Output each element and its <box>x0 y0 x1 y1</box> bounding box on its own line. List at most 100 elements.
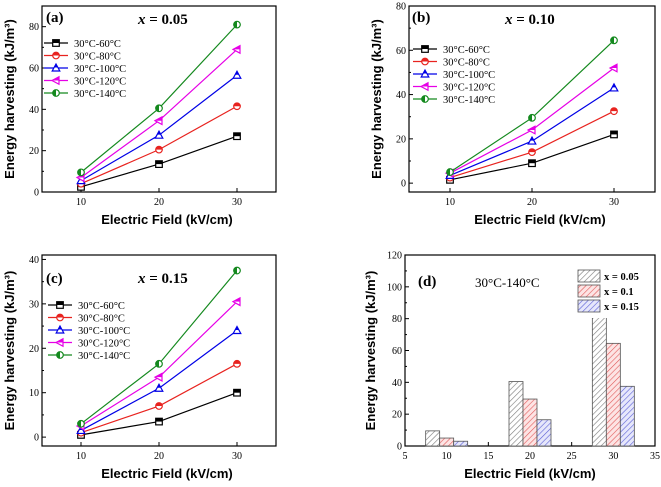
legend-marker-fill <box>52 89 56 97</box>
legend-label: 30°C-120°C <box>74 76 126 87</box>
data-point <box>154 129 164 139</box>
data-point-fill <box>233 45 240 50</box>
legend-marker-fill <box>56 314 64 318</box>
legend-marker-fill <box>56 351 60 359</box>
x-tick-label: 35 <box>650 451 660 462</box>
data-point-fill <box>233 297 240 302</box>
legend-marker <box>419 81 429 92</box>
bar <box>439 437 455 447</box>
legend-swatch <box>577 284 601 298</box>
legend-marker <box>421 57 429 66</box>
data-point-outline <box>154 382 164 392</box>
legend-marker <box>50 75 60 86</box>
legend-marker-fill <box>54 64 58 68</box>
data-point-fill <box>235 326 239 331</box>
panel-d: 5 10 15 20 25 30 35 0 20 40 60 80 100 120 Electric Fie… <box>363 251 660 482</box>
y-tick-label: 100 <box>387 282 402 293</box>
legend-marker-fill <box>52 76 59 81</box>
panel-title: x = 0.05 <box>137 12 188 28</box>
legend-marker-fill <box>52 39 60 43</box>
data-point-fill <box>155 402 163 407</box>
x-axis-title: Electric Field (kV/cm) <box>474 212 606 227</box>
y-axis-title: Energy harvesting (kJ/m³) <box>363 271 378 431</box>
data-point <box>77 419 85 428</box>
x-tick-label: 10 <box>76 197 86 208</box>
legend-marker <box>54 337 64 348</box>
data-point <box>233 388 241 397</box>
legend-marker <box>421 95 429 103</box>
legend-label: 30°C-80°C <box>74 51 121 62</box>
legend-marker <box>52 51 60 60</box>
panel-title: x = 0.15 <box>137 271 188 287</box>
data-point <box>232 69 242 79</box>
legend-label-value: = 0.1 <box>609 287 633 298</box>
x-tick-label: 25 <box>567 451 577 462</box>
bar <box>605 342 621 447</box>
legend-label: 30°C-80°C <box>443 57 490 68</box>
y-tick-label: 80 <box>392 314 402 325</box>
data-point <box>155 402 163 410</box>
data-point-fill <box>155 116 162 121</box>
y-axis-title: Energy harvesting (kJ/m³) <box>369 19 384 179</box>
y-tick-label: 10 <box>29 388 39 399</box>
data-point-fill <box>610 107 618 112</box>
data-point <box>155 417 163 426</box>
data-point-fill <box>155 146 163 150</box>
data-point <box>527 135 537 145</box>
legend-label: 30°C-80°C <box>78 313 125 324</box>
y-tick-label: 40 <box>29 105 39 116</box>
legend-marker <box>56 351 64 359</box>
bar <box>425 430 441 447</box>
panel-title-value: = 0.15 <box>146 271 188 287</box>
legend-label-value: = 0.15 <box>609 302 639 313</box>
data-point-fill <box>233 267 237 274</box>
y-tick-label: 0 <box>397 442 402 453</box>
legend-label: 30°C-60°C <box>78 301 125 312</box>
data-point <box>610 107 618 116</box>
y-tick-label: 20 <box>29 344 39 355</box>
y-tick-label: 120 <box>387 251 402 262</box>
legend-label: x = 0.15 <box>604 302 639 313</box>
legend-marker <box>52 89 60 97</box>
legend-marker <box>51 62 61 72</box>
panel-title-var: x <box>504 12 513 28</box>
legend-label: 30°C-100°C <box>443 70 495 81</box>
legend-label: 30°C-140°C <box>443 95 495 106</box>
y-tick-label: 80 <box>29 22 39 33</box>
bar <box>536 419 552 447</box>
y-tick-label: 40 <box>396 90 406 101</box>
legend-marker-fill <box>58 326 62 330</box>
legend-swatch <box>577 269 601 283</box>
data-point-fill <box>528 159 536 164</box>
data-point-outline <box>232 325 242 335</box>
x-tick-label: 20 <box>525 451 535 462</box>
panel-b: 10 20 30 0 20 40 60 80 Electric Field (kV/cm) Ene… <box>369 2 656 227</box>
legend-label: 30°C-60°C <box>74 39 121 50</box>
panel-title-value: = 0.05 <box>146 12 188 28</box>
series-line <box>80 392 238 436</box>
legend-label: x = 0.05 <box>604 272 639 283</box>
y-axis-title: Energy harvesting (kJ/m³) <box>2 271 17 431</box>
legend-marker-fill <box>56 338 63 343</box>
data-point-fill <box>233 132 241 137</box>
data-point-fill <box>528 114 532 122</box>
data-point-fill <box>155 105 159 112</box>
x-axis-title: Electric Field (kV/cm) <box>101 466 233 481</box>
legend-label: x = 0.1 <box>604 287 634 298</box>
x-tick-label: 20 <box>527 197 537 208</box>
x-tick-label: 30 <box>232 451 242 462</box>
data-point <box>231 296 241 307</box>
x-tick-label: 10 <box>76 451 86 462</box>
bar <box>453 440 469 447</box>
data-point <box>153 372 163 382</box>
data-point-fill <box>155 418 163 422</box>
data-point <box>77 168 85 177</box>
x-tick-label: 30 <box>609 197 619 208</box>
legend-marker <box>56 313 64 322</box>
legend-marker-fill <box>56 301 64 305</box>
y-tick-label: 40 <box>392 378 402 389</box>
legend-marker <box>55 324 65 334</box>
data-point <box>233 102 241 111</box>
data-point-fill <box>155 373 162 378</box>
data-point-fill <box>233 102 241 107</box>
